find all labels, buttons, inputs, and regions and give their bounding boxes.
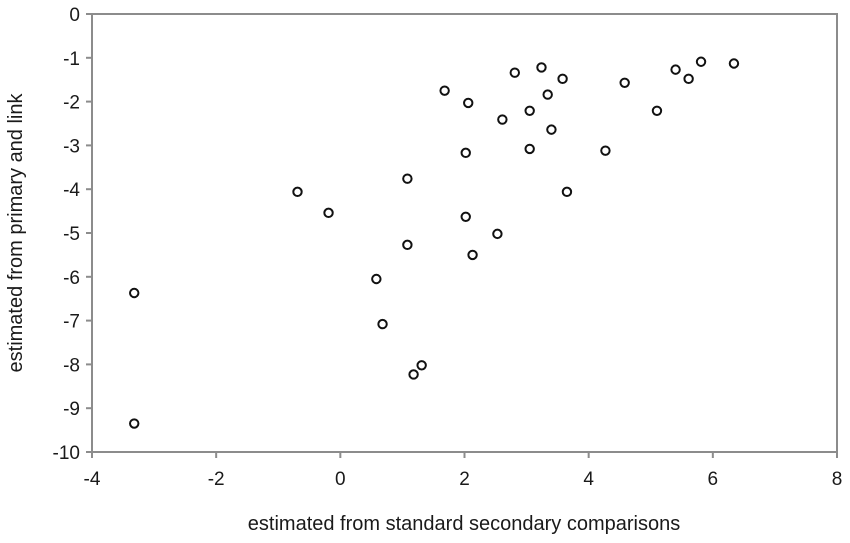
data-point-marker	[129, 287, 140, 299]
data-points	[129, 56, 740, 429]
data-point-marker	[557, 73, 568, 85]
x-tick-label: 4	[583, 469, 594, 490]
y-axis-title: estimated from primary and link	[5, 93, 27, 373]
data-point-marker	[619, 77, 630, 88]
x-tick-label: 0	[335, 469, 346, 490]
data-point-marker	[371, 273, 382, 285]
data-point-marker	[463, 97, 474, 109]
x-tick-label: 8	[832, 469, 843, 490]
data-point-marker	[728, 58, 740, 69]
data-point-marker	[402, 239, 413, 251]
data-point-marker	[524, 143, 535, 155]
data-point-marker	[536, 62, 547, 73]
data-point-marker	[467, 249, 478, 261]
plot-area	[91, 13, 838, 453]
y-tick-label: -2	[63, 93, 80, 114]
x-axis-title: estimated from standard secondary compar…	[248, 513, 680, 535]
y-axis: 0 -1 -2 -3 -4 -5 -6 -7 -8 -9 -10	[53, 5, 92, 464]
y-tick-label: -4	[63, 180, 80, 201]
y-tick-label: 0	[69, 5, 80, 26]
y-tick-label: -6	[63, 268, 80, 289]
data-point-marker	[460, 147, 471, 159]
data-point-marker	[416, 360, 427, 371]
y-tick-label: -9	[63, 399, 80, 420]
data-point-marker	[492, 228, 503, 240]
x-tick-label: -2	[208, 469, 225, 490]
data-point-marker	[695, 56, 707, 67]
y-tick-label: -3	[63, 136, 80, 157]
data-point-marker	[509, 67, 520, 78]
data-point-marker	[129, 418, 140, 429]
y-tick-label: -7	[63, 312, 80, 333]
data-point-marker	[439, 85, 450, 96]
data-point-marker	[460, 211, 471, 222]
data-point-marker	[292, 186, 303, 198]
data-point-marker	[497, 114, 508, 125]
data-point-marker	[402, 173, 413, 184]
data-point-marker	[408, 369, 419, 380]
y-tick-label: -8	[63, 355, 80, 376]
data-point-marker	[546, 124, 557, 135]
x-tick-label: 2	[459, 469, 470, 490]
data-point-marker	[670, 64, 681, 75]
data-point-marker	[600, 145, 611, 156]
y-tick-label: -5	[63, 224, 80, 245]
data-point-marker	[542, 89, 553, 100]
y-tick-label: -10	[53, 443, 80, 464]
data-point-marker	[651, 105, 663, 116]
data-point-marker	[524, 105, 535, 116]
data-point-marker	[323, 207, 334, 219]
y-tick-label: -1	[63, 49, 80, 70]
data-point-marker	[683, 73, 694, 85]
x-axis: -4 -2 0 2 4 6 8	[84, 452, 843, 490]
data-point-marker	[561, 186, 573, 198]
data-point-marker	[377, 318, 388, 330]
plot-border	[91, 13, 838, 453]
x-tick-label: 6	[708, 469, 719, 490]
x-tick-label: -4	[84, 469, 101, 490]
